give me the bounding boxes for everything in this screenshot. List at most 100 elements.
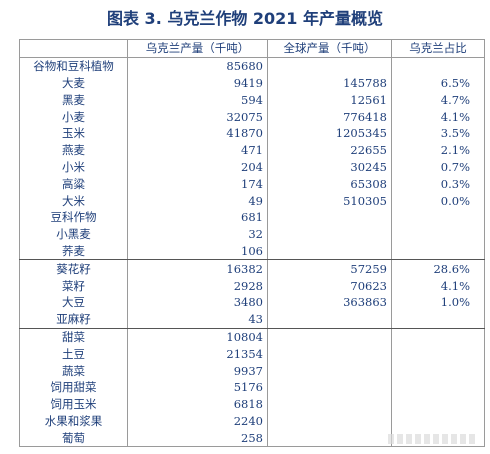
world-output-cell bbox=[267, 362, 392, 379]
crop-name-cell: 蔬菜 bbox=[19, 362, 128, 379]
ukraine-output-cell: 85680 bbox=[127, 57, 268, 75]
table-row: 蔬菜 9937 bbox=[19, 362, 485, 379]
world-output-cell: 1205345 bbox=[267, 124, 392, 142]
table-row: 水果和浆果 2240 bbox=[19, 412, 485, 430]
crop-name-cell: 菜籽 bbox=[19, 277, 128, 294]
crop-name-cell: 荞麦 bbox=[19, 242, 128, 261]
ukraine-share-cell: 0.7% bbox=[391, 158, 485, 176]
header-world-output: 全球产量（千吨） bbox=[267, 39, 392, 58]
world-output-cell bbox=[267, 345, 392, 363]
ukraine-output-cell: 471 bbox=[127, 141, 268, 159]
ukraine-share-cell bbox=[391, 208, 485, 226]
watermark bbox=[388, 434, 478, 444]
crop-name-cell: 葵花籽 bbox=[19, 259, 128, 278]
world-output-cell: 57259 bbox=[267, 259, 392, 278]
table-row: 玉米 41870 1205345 3.5% bbox=[19, 124, 485, 142]
world-output-cell: 65308 bbox=[267, 175, 392, 193]
table-row: 菜籽 2928 70623 4.1% bbox=[19, 277, 485, 294]
ukraine-output-cell: 681 bbox=[127, 208, 268, 226]
ukraine-share-cell: 6.5% bbox=[391, 74, 485, 92]
ukraine-share-cell: 0.0% bbox=[391, 192, 485, 209]
ukraine-share-cell bbox=[391, 412, 485, 430]
ukraine-share-cell bbox=[391, 225, 485, 243]
header-row: 乌克兰产量（千吨） 全球产量（千吨） 乌克兰占比 bbox=[19, 39, 485, 58]
world-output-cell: 12561 bbox=[267, 91, 392, 109]
ukraine-share-cell bbox=[391, 395, 485, 413]
crop-name-cell: 甜菜 bbox=[19, 328, 128, 346]
ukraine-output-cell: 594 bbox=[127, 91, 268, 109]
group-other-crops: 甜菜 10804 土豆 21354 蔬菜 9937 饲用甜菜 5176 饲用玉米 6818 水果和浆… bbox=[19, 328, 485, 448]
table-row: 葵花籽 16382 57259 28.6% bbox=[19, 259, 485, 278]
ukraine-share-cell: 3.5% bbox=[391, 124, 485, 142]
crop-name-cell: 饲用甜菜 bbox=[19, 378, 128, 396]
world-output-cell bbox=[267, 412, 392, 430]
world-output-cell bbox=[267, 310, 392, 329]
table-row: 黑麦 594 12561 4.7% bbox=[19, 91, 485, 109]
world-output-cell: 145788 bbox=[267, 74, 392, 92]
world-output-cell bbox=[267, 208, 392, 226]
ukraine-output-cell: 49 bbox=[127, 192, 268, 209]
ukraine-share-cell bbox=[391, 328, 485, 346]
world-output-cell: 363863 bbox=[267, 293, 392, 311]
world-output-cell: 22655 bbox=[267, 141, 392, 159]
crop-name-cell: 小米 bbox=[19, 158, 128, 176]
ukraine-output-cell: 5176 bbox=[127, 378, 268, 396]
table-row: 大米 49 510305 0.0% bbox=[19, 192, 485, 209]
ukraine-output-cell: 32075 bbox=[127, 108, 268, 125]
crop-name-cell: 水果和浆果 bbox=[19, 412, 128, 430]
ukraine-output-cell: 174 bbox=[127, 175, 268, 193]
crop-name-cell: 大豆 bbox=[19, 293, 128, 311]
world-output-cell bbox=[267, 242, 392, 261]
ukraine-output-cell: 21354 bbox=[127, 345, 268, 363]
crop-name-cell: 小黑麦 bbox=[19, 225, 128, 243]
ukraine-share-cell: 4.1% bbox=[391, 277, 485, 294]
crop-name-cell: 玉米 bbox=[19, 124, 128, 142]
crop-name-cell: 豆科作物 bbox=[19, 208, 128, 226]
ukraine-share-cell bbox=[391, 242, 485, 261]
ukraine-output-cell: 2240 bbox=[127, 412, 268, 430]
group-grains: 谷物和豆科植物 85680 大麦 9419 145788 6.5% 黑麦 594 12561 4.… bbox=[19, 57, 485, 261]
crop-name-cell: 土豆 bbox=[19, 345, 128, 363]
world-output-cell: 510305 bbox=[267, 192, 392, 209]
table-row: 甜菜 10804 bbox=[19, 328, 485, 346]
group-oilseeds: 葵花籽 16382 57259 28.6% 菜籽 2928 70623 4.1% 大豆 3480 3… bbox=[19, 259, 485, 329]
table-row: 高粱 174 65308 0.3% bbox=[19, 175, 485, 193]
world-output-cell: 70623 bbox=[267, 277, 392, 294]
table-row: 小黑麦 32 bbox=[19, 225, 485, 243]
world-output-cell bbox=[267, 328, 392, 346]
ukraine-share-cell bbox=[391, 345, 485, 363]
ukraine-share-cell: 2.1% bbox=[391, 141, 485, 159]
ukraine-output-cell: 6818 bbox=[127, 395, 268, 413]
ukraine-share-cell: 28.6% bbox=[391, 259, 485, 278]
ukraine-share-cell bbox=[391, 362, 485, 379]
crop-name-cell: 饲用玉米 bbox=[19, 395, 128, 413]
header-crop bbox=[19, 39, 128, 58]
ukraine-share-cell bbox=[391, 378, 485, 396]
ukraine-share-cell bbox=[391, 57, 485, 75]
ukraine-output-cell: 3480 bbox=[127, 293, 268, 311]
crop-name-cell: 大米 bbox=[19, 192, 128, 209]
crop-name-cell: 黑麦 bbox=[19, 91, 128, 109]
table-row: 豆科作物 681 bbox=[19, 208, 485, 226]
ukraine-output-cell: 9937 bbox=[127, 362, 268, 379]
table-row: 小米 204 30245 0.7% bbox=[19, 158, 485, 176]
crop-name-cell: 葡萄 bbox=[19, 429, 128, 448]
ukraine-output-cell: 16382 bbox=[127, 259, 268, 278]
ukraine-output-cell: 9419 bbox=[127, 74, 268, 92]
crop-name-cell: 高粱 bbox=[19, 175, 128, 193]
table-row: 荞麦 106 bbox=[19, 242, 485, 261]
world-output-cell bbox=[267, 225, 392, 243]
ukraine-output-cell: 2928 bbox=[127, 277, 268, 294]
world-output-cell bbox=[267, 378, 392, 396]
table-row: 谷物和豆科植物 85680 bbox=[19, 57, 485, 75]
crop-name-cell: 谷物和豆科植物 bbox=[19, 57, 128, 75]
crop-name-cell: 燕麦 bbox=[19, 141, 128, 159]
production-table: 乌克兰产量（千吨） 全球产量（千吨） 乌克兰占比 谷物和豆科植物 85680 大麦 9… bbox=[19, 39, 485, 448]
crop-name-cell: 小麦 bbox=[19, 108, 128, 125]
world-output-cell bbox=[267, 395, 392, 413]
table-row: 饲用玉米 6818 bbox=[19, 395, 485, 413]
crop-name-cell: 大麦 bbox=[19, 74, 128, 92]
ukraine-share-cell: 1.0% bbox=[391, 293, 485, 311]
table-row: 小麦 32075 776418 4.1% bbox=[19, 108, 485, 125]
header-ukraine-share: 乌克兰占比 bbox=[391, 39, 485, 58]
